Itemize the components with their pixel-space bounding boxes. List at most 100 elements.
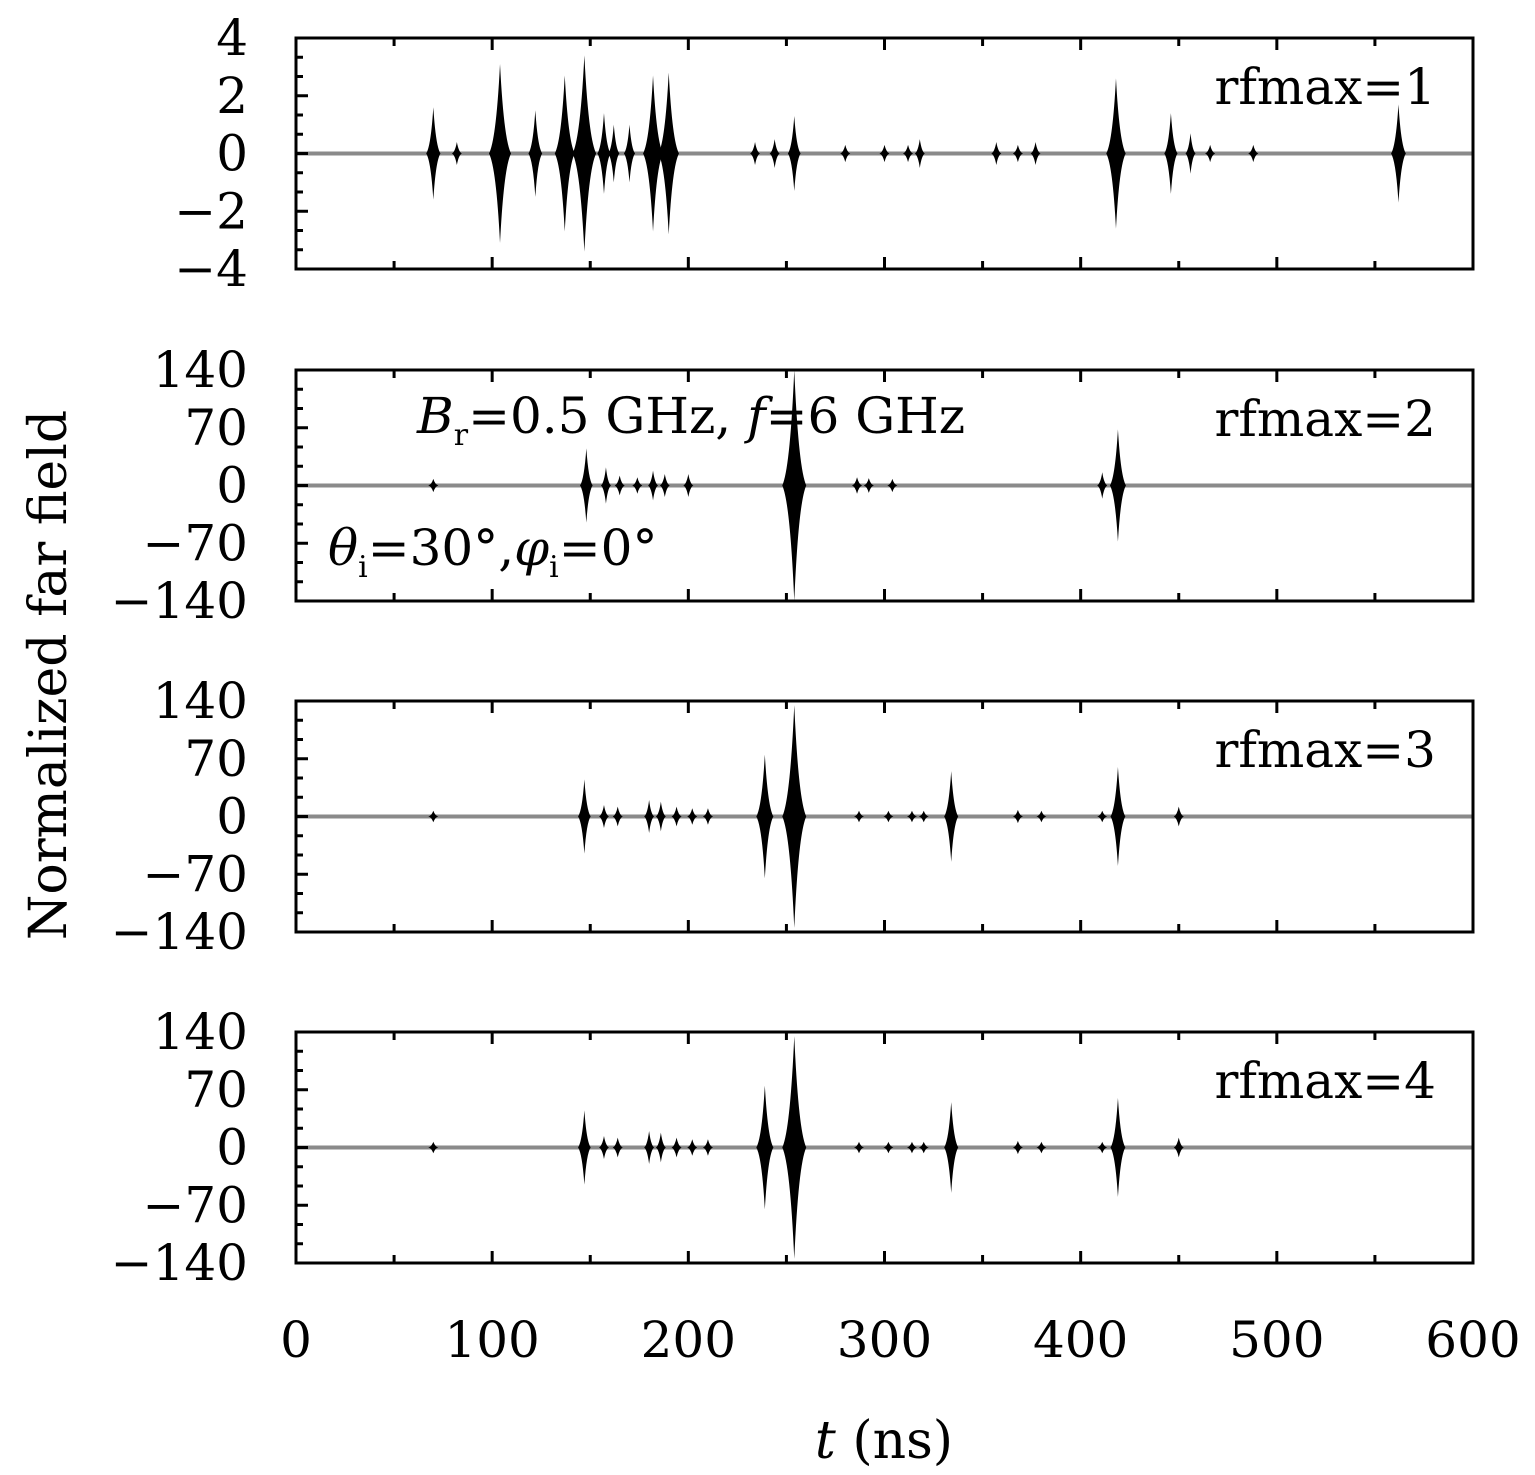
pulse	[1097, 810, 1108, 823]
pulse	[659, 473, 670, 498]
y-tick-label: −70	[142, 514, 248, 572]
pulse	[852, 477, 863, 494]
pulse	[623, 124, 636, 183]
pulse	[756, 1085, 774, 1210]
pulse	[687, 1139, 698, 1156]
pulse	[1097, 1141, 1108, 1154]
pulse	[643, 75, 664, 232]
y-tick-label: 0	[216, 457, 248, 515]
pulse	[608, 124, 620, 183]
pulse	[853, 810, 864, 823]
y-tick-label: 0	[216, 1119, 248, 1177]
y-tick-label: 0	[216, 788, 248, 846]
pulse	[598, 1135, 609, 1160]
pulse	[782, 1036, 807, 1259]
pulse	[655, 801, 666, 832]
y-tick-label: −140	[111, 903, 248, 961]
y-tick-label: −4	[174, 240, 248, 298]
pulse	[612, 1137, 623, 1158]
pulse	[598, 804, 609, 829]
pulse	[1012, 144, 1023, 163]
y-tick-label: 140	[153, 341, 248, 399]
pulse	[1248, 144, 1259, 163]
pulse	[554, 75, 575, 232]
x-axis-unit: (ns)	[836, 1411, 953, 1471]
y-tick-label: −140	[111, 572, 248, 630]
pulse	[658, 72, 679, 235]
pulse	[572, 55, 597, 252]
pulse	[528, 110, 543, 197]
y-tick-label: 70	[184, 730, 248, 788]
bandwidth-annotation: Br=0.5 GHz, f=6 GHz	[416, 387, 965, 453]
pulse	[579, 448, 593, 523]
pulse	[787, 115, 801, 192]
y-tick-label: −2	[174, 182, 248, 240]
pulse	[879, 144, 890, 163]
y-tick-label: 4	[216, 9, 248, 67]
angle-annotation: θi=30°,φi=0°	[328, 519, 657, 585]
pulse	[883, 810, 894, 823]
y-tick-label: 140	[153, 1003, 248, 1061]
pulse	[1185, 133, 1196, 174]
pulse	[428, 810, 439, 823]
pulse	[655, 1132, 666, 1163]
x-tick-label: 100	[444, 1311, 539, 1369]
pulse	[918, 1141, 929, 1154]
pulse	[702, 808, 713, 825]
pulse	[1012, 809, 1023, 824]
pulse	[887, 478, 898, 493]
pulse	[782, 370, 807, 601]
x-tick-label: 0	[280, 1311, 312, 1369]
pulse	[1205, 144, 1216, 163]
pulse	[918, 810, 929, 823]
panel-label: rfmax=3	[1214, 721, 1436, 779]
pulse	[906, 1141, 917, 1154]
panel-1: 420−2−4 rfmax=1	[174, 9, 1475, 298]
x-tick-label: 200	[641, 1311, 736, 1369]
x-tick-label: 400	[1033, 1311, 1128, 1369]
panel-label: rfmax=2	[1214, 390, 1436, 448]
pulse	[683, 473, 694, 498]
y-axis-title: Normalized far field	[19, 410, 79, 940]
pulse	[578, 779, 591, 854]
x-axis-variable: t	[815, 1411, 836, 1471]
pulse	[578, 1110, 591, 1185]
pulse	[906, 810, 917, 823]
pulse	[1097, 472, 1108, 499]
y-tick-label: −70	[142, 845, 248, 903]
pulse	[1030, 141, 1041, 166]
pulse	[597, 113, 611, 194]
pulse	[769, 139, 780, 168]
pulse	[671, 1137, 682, 1158]
pulse	[612, 806, 623, 827]
pulse	[614, 475, 625, 496]
pulse	[1106, 78, 1126, 229]
pulse	[914, 139, 925, 168]
pulse	[863, 478, 874, 493]
y-tick-label: −140	[111, 1234, 248, 1292]
pulse	[944, 771, 959, 862]
pulse	[671, 806, 682, 827]
x-tick-label: 500	[1229, 1311, 1324, 1369]
pulse	[883, 1141, 894, 1154]
pulse	[1109, 429, 1126, 542]
pulse	[687, 808, 698, 825]
pulse	[1110, 1098, 1126, 1197]
x-tick-label: 600	[1425, 1311, 1520, 1369]
pulse	[750, 141, 761, 166]
x-tick-label: 300	[837, 1311, 932, 1369]
pulse	[1391, 104, 1406, 203]
pulse	[944, 1102, 959, 1193]
pulse	[840, 144, 851, 163]
pulse	[428, 1141, 439, 1154]
x-axis-title: t (ns)	[815, 1411, 953, 1471]
pulse	[702, 1139, 713, 1156]
pulse	[648, 470, 659, 501]
pulse	[782, 705, 807, 928]
pulse	[451, 141, 462, 166]
pulse	[1110, 767, 1126, 866]
pulse	[853, 1141, 864, 1154]
